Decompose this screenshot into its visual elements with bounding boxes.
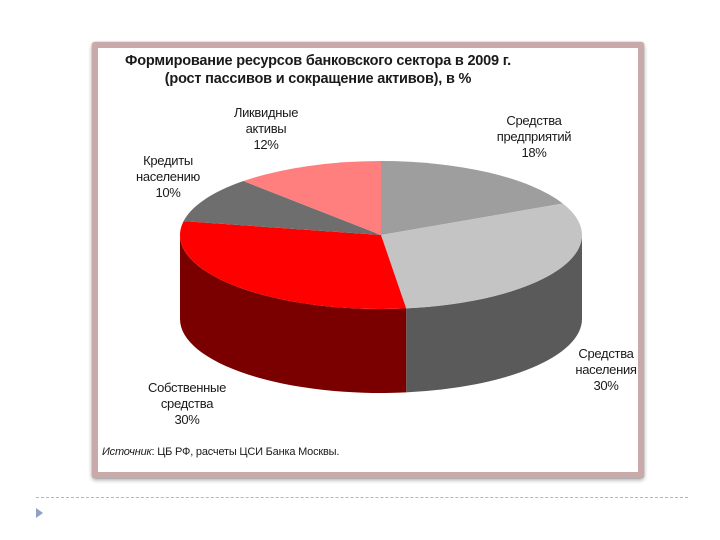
chart-subtitle: (рост пассивов и сокращение активов), в … (164, 71, 472, 87)
pie-slice-liquid-assets (243, 161, 381, 235)
slice-label-own-funds: Собственные средства 30% (148, 380, 226, 427)
slice-label-enterprises: Средства предприятий 18% (496, 113, 572, 160)
source-prefix: Источник (102, 446, 152, 458)
slice-label-households: Средства населения 30% (575, 346, 637, 393)
chart-panel: Формирование ресурсов банковского сектор… (98, 48, 638, 472)
slice-label-consumer-loans: Кредиты населению 10% (135, 153, 200, 200)
slide-divider (36, 497, 688, 498)
pie-slice-enterprises (381, 161, 563, 235)
pie-chart (180, 161, 582, 393)
bullet-arrow-icon (36, 508, 43, 518)
pie-slice-own-funds (180, 221, 407, 309)
chart-title-block: Формирование ресурсов банковского сектор… (98, 52, 538, 88)
pie-slice-consumer-loans (183, 181, 381, 235)
source-note: Источник: ЦБ РФ, расчеты ЦСИ Банка Москв… (102, 446, 339, 458)
pie-slice-households (381, 203, 582, 309)
chart-title: Формирование ресурсов банковского сектор… (125, 53, 511, 69)
pie-side-own-funds (180, 235, 407, 393)
source-text: : ЦБ РФ, расчеты ЦСИ Банка Москвы. (151, 446, 340, 458)
slice-label-liquid-assets: Ликвидные активы 12% (233, 105, 299, 152)
pie-side-households (406, 235, 582, 393)
chart-frame: Формирование ресурсов банковского сектор… (92, 42, 644, 478)
